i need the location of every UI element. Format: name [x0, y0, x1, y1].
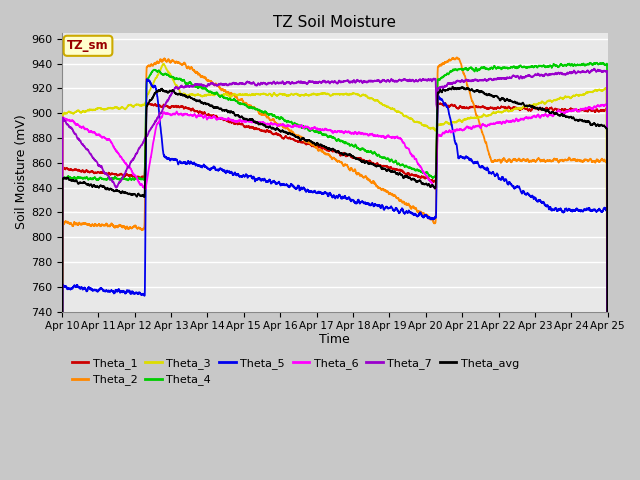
Y-axis label: Soil Moisture (mV): Soil Moisture (mV): [15, 115, 28, 229]
Text: TZ_sm: TZ_sm: [67, 39, 109, 52]
Title: TZ Soil Moisture: TZ Soil Moisture: [273, 15, 396, 30]
Legend: Theta_1, Theta_2, Theta_3, Theta_4, Theta_5, Theta_6, Theta_7, Theta_avg: Theta_1, Theta_2, Theta_3, Theta_4, Thet…: [67, 354, 524, 390]
X-axis label: Time: Time: [319, 333, 350, 346]
